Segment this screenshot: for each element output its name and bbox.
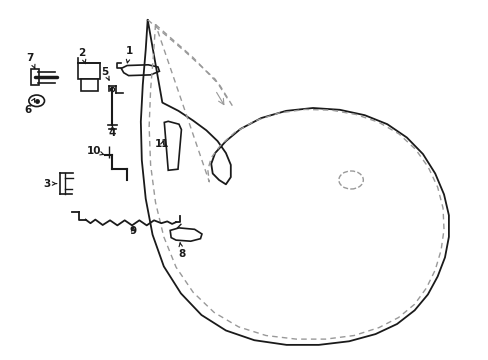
Text: 11: 11 (155, 139, 169, 149)
Text: 9: 9 (129, 226, 136, 236)
Bar (78, 63, 100, 79)
Bar (31, 69, 39, 85)
Polygon shape (164, 121, 181, 170)
Text: 1: 1 (126, 46, 133, 63)
Text: 3: 3 (44, 179, 57, 189)
Text: 5: 5 (102, 67, 109, 80)
Text: 2: 2 (79, 48, 85, 64)
Text: 8: 8 (178, 243, 185, 259)
Polygon shape (170, 228, 202, 241)
Text: 10: 10 (86, 146, 104, 156)
Text: 6: 6 (25, 99, 35, 115)
Text: 7: 7 (26, 53, 35, 68)
Text: 4: 4 (108, 125, 116, 138)
Polygon shape (121, 65, 159, 76)
Bar (81, 79, 98, 91)
